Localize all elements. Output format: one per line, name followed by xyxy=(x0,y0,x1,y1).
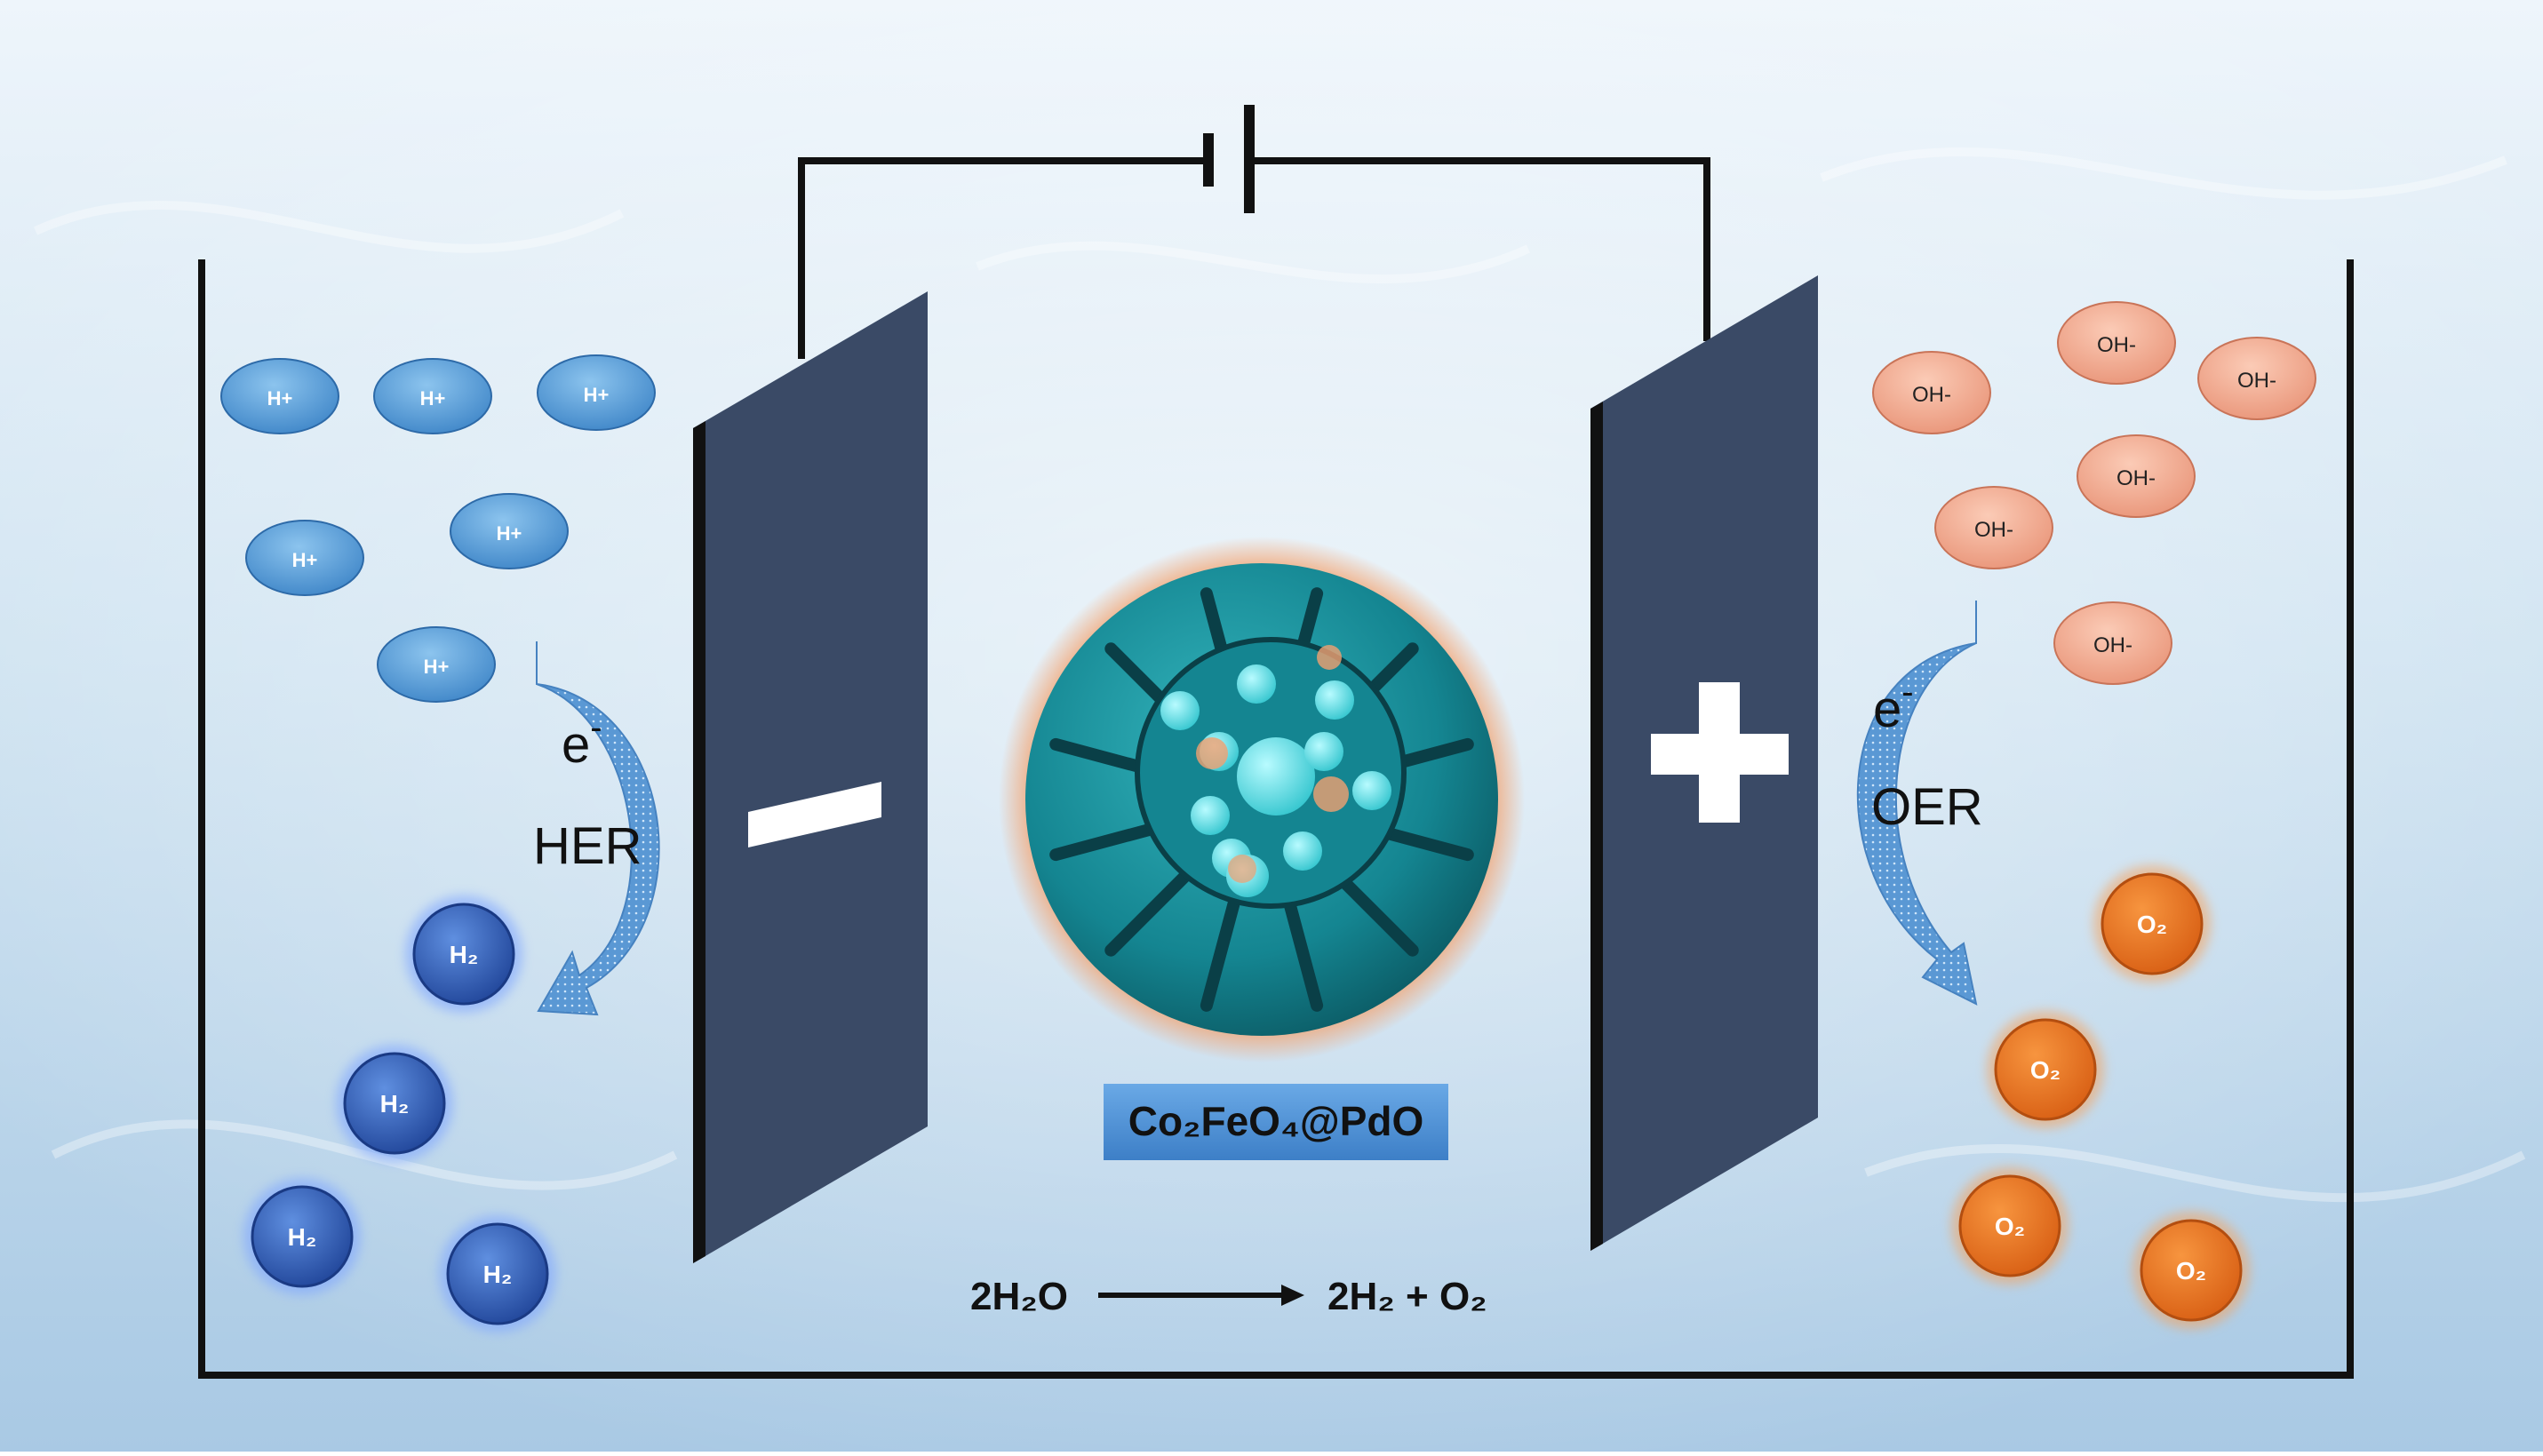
proton-label: H+ xyxy=(584,384,610,406)
proton-ion: H+ xyxy=(537,354,656,431)
anode-electrode xyxy=(1590,275,1818,1251)
proton-label: H+ xyxy=(497,522,522,545)
hydrogen-molecule: H₂ xyxy=(439,1215,556,1333)
oer-label: OER xyxy=(1871,778,1983,836)
hydroxide-ions: OH- OH- OH- OH- OH- OH- xyxy=(1872,301,2316,685)
circuit-wire-right xyxy=(1249,157,1710,341)
her-electron-arrow xyxy=(536,641,660,1016)
oxygen-label: O₂ xyxy=(1995,1213,2025,1240)
hydrogen-molecules: H₂ H₂ H₂ H₂ xyxy=(243,895,556,1333)
equation-arrow-head xyxy=(1281,1285,1304,1306)
hydrogen-molecule: H₂ xyxy=(336,1045,453,1162)
oxygen-molecules: O₂ O₂ O₂ O₂ xyxy=(1951,865,2250,1329)
oxygen-molecule: O₂ xyxy=(2132,1212,2250,1329)
beaker xyxy=(198,259,2354,1379)
hydrogen-label: H₂ xyxy=(288,1223,317,1251)
hydrogen-molecule: H₂ xyxy=(405,895,522,1013)
catalyst-label-box xyxy=(1104,1084,1448,1160)
oer-electron-arrow xyxy=(1856,601,1978,1006)
hydrogen-molecule: H₂ xyxy=(243,1178,361,1295)
hydroxide-label: OH- xyxy=(2097,333,2136,357)
oxygen-label: O₂ xyxy=(2137,911,2167,938)
water-swirls xyxy=(33,147,2526,1203)
hydrogen-label: H₂ xyxy=(450,941,479,968)
hydroxide-ion: OH- xyxy=(2053,601,2172,685)
equation-products: 2H₂ + O₂ xyxy=(1327,1275,1487,1318)
proton-label: H+ xyxy=(267,387,293,410)
proton-ion: H+ xyxy=(373,358,492,434)
oer-electron-label: e- xyxy=(1873,672,1914,738)
hydrogen-label: H₂ xyxy=(483,1261,513,1288)
hydroxide-ion: OH- xyxy=(2197,337,2316,420)
minus-sign xyxy=(748,782,881,847)
catalyst-pores xyxy=(1160,645,1391,897)
oxygen-label: O₂ xyxy=(2030,1056,2061,1084)
proton-label: H+ xyxy=(424,656,450,678)
proton-ions: H+ H+ H+ H+ H+ H+ xyxy=(220,354,656,703)
hydroxide-label: OH- xyxy=(1974,518,2013,542)
equation-reactants: 2H₂O xyxy=(970,1275,1068,1318)
cathode-electrode xyxy=(693,291,928,1263)
hydroxide-ion: OH- xyxy=(2077,434,2196,518)
proton-label: H+ xyxy=(292,549,318,571)
proton-ion: H+ xyxy=(245,520,364,596)
oxygen-label: O₂ xyxy=(2176,1257,2206,1285)
catalyst-label: Co₂FeO₄@PdO xyxy=(1128,1098,1424,1144)
hydroxide-label: OH- xyxy=(2093,633,2132,657)
hydrogen-label: H₂ xyxy=(380,1090,410,1118)
oxygen-molecule: O₂ xyxy=(1951,1167,2069,1285)
hydroxide-ion: OH- xyxy=(2057,301,2176,385)
her-electron-label: e- xyxy=(562,708,602,774)
hydroxide-ion: OH- xyxy=(1872,351,1991,434)
hydroxide-label: OH- xyxy=(2237,369,2276,393)
proton-ion: H+ xyxy=(450,493,569,569)
her-label: HER xyxy=(533,817,642,875)
circuit-wire-left xyxy=(798,157,1207,359)
catalyst-particle xyxy=(999,537,1525,1062)
proton-ion: H+ xyxy=(377,626,496,703)
oxygen-molecule: O₂ xyxy=(2093,865,2211,983)
oxygen-molecule: O₂ xyxy=(1987,1011,2104,1128)
hydroxide-label: OH- xyxy=(2117,466,2156,490)
proton-label: H+ xyxy=(420,387,446,410)
plus-sign xyxy=(1651,682,1789,823)
hydroxide-label: OH- xyxy=(1912,383,1951,407)
proton-ion: H+ xyxy=(220,358,339,434)
hydroxide-ion: OH- xyxy=(1934,486,2053,569)
